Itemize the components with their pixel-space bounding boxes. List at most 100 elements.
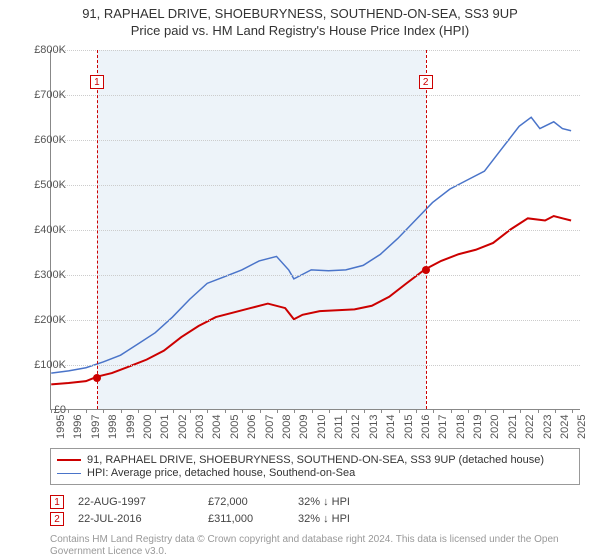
series-line-hpi — [51, 117, 571, 373]
xtick-label: 1998 — [107, 415, 119, 439]
ytick-label: £300K — [34, 269, 66, 281]
legend-swatch — [57, 459, 81, 461]
sale-dot — [422, 266, 430, 274]
xtick-mark — [433, 409, 434, 413]
title-line1: 91, RAPHAEL DRIVE, SHOEBURYNESS, SOUTHEN… — [0, 6, 600, 21]
ytick-label: £200K — [34, 314, 66, 326]
sale-marker-box: 2 — [419, 75, 433, 89]
sales-row-marker: 1 — [50, 495, 64, 509]
xtick-mark — [294, 409, 295, 413]
sales-cell-price: £311,000 — [208, 513, 298, 525]
xtick-label: 1996 — [72, 415, 84, 439]
xtick-mark — [312, 409, 313, 413]
xtick-label: 2010 — [316, 415, 328, 439]
xtick-mark — [68, 409, 69, 413]
xtick-label: 2009 — [298, 415, 310, 439]
sales-cell-diff: 32% ↓ HPI — [298, 513, 388, 525]
xtick-label: 2016 — [420, 415, 432, 439]
xtick-label: 2003 — [194, 415, 206, 439]
xtick-mark — [173, 409, 174, 413]
xtick-label: 2025 — [576, 415, 588, 439]
xtick-mark — [86, 409, 87, 413]
sales-cell-diff: 32% ↓ HPI — [298, 496, 388, 508]
legend-box: 91, RAPHAEL DRIVE, SHOEBURYNESS, SOUTHEN… — [50, 448, 580, 485]
sales-row-marker: 2 — [50, 512, 64, 526]
chart-plot-area: 1995199619971998199920002001200220032004… — [50, 50, 580, 410]
xtick-mark — [399, 409, 400, 413]
xtick-label: 2020 — [489, 415, 501, 439]
xtick-label: 2015 — [403, 415, 415, 439]
gridline-h — [51, 320, 580, 321]
sales-table: 1 22-AUG-1997£72,00032% ↓ HPI 2 22-JUL-2016… — [50, 492, 388, 529]
xtick-label: 2004 — [211, 415, 223, 439]
xtick-label: 2011 — [333, 415, 345, 439]
legend-swatch — [57, 473, 81, 474]
xtick-mark — [155, 409, 156, 413]
xtick-label: 2005 — [229, 415, 241, 439]
xtick-label: 2024 — [559, 415, 571, 439]
ytick-label: £600K — [34, 134, 66, 146]
xtick-label: 2013 — [368, 415, 380, 439]
sale-marker-line — [97, 50, 98, 409]
sale-dot — [93, 374, 101, 382]
footnote-text: Contains HM Land Registry data © Crown c… — [50, 534, 600, 557]
xtick-label: 2012 — [350, 415, 362, 439]
legend-item: HPI: Average price, detached house, Sout… — [57, 467, 573, 479]
xtick-label: 2022 — [524, 415, 536, 439]
xtick-mark — [416, 409, 417, 413]
xtick-mark — [503, 409, 504, 413]
xtick-mark — [468, 409, 469, 413]
xtick-mark — [381, 409, 382, 413]
gridline-h — [51, 140, 580, 141]
xtick-mark — [364, 409, 365, 413]
xtick-label: 2007 — [264, 415, 276, 439]
xtick-label: 2000 — [142, 415, 154, 439]
xtick-label: 2014 — [385, 415, 397, 439]
xtick-mark — [538, 409, 539, 413]
sale-marker-line — [426, 50, 427, 409]
sale-marker-box: 1 — [90, 75, 104, 89]
sales-row: 1 22-AUG-1997£72,00032% ↓ HPI — [50, 495, 388, 509]
xtick-label: 2001 — [159, 415, 171, 439]
xtick-mark — [103, 409, 104, 413]
xtick-mark — [190, 409, 191, 413]
gridline-h — [51, 185, 580, 186]
xtick-mark — [451, 409, 452, 413]
xtick-label: 2008 — [281, 415, 293, 439]
xtick-mark — [346, 409, 347, 413]
gridline-h — [51, 230, 580, 231]
sales-cell-date: 22-JUL-2016 — [78, 513, 208, 525]
xtick-label: 1997 — [90, 415, 102, 439]
xtick-label: 2019 — [472, 415, 484, 439]
xtick-mark — [260, 409, 261, 413]
gridline-h — [51, 275, 580, 276]
xtick-label: 2023 — [542, 415, 554, 439]
legend-label: 91, RAPHAEL DRIVE, SHOEBURYNESS, SOUTHEN… — [87, 454, 544, 466]
xtick-label: 2018 — [455, 415, 467, 439]
xtick-mark — [485, 409, 486, 413]
title-line2: Price paid vs. HM Land Registry's House … — [0, 23, 600, 38]
gridline-h — [51, 50, 580, 51]
xtick-mark — [555, 409, 556, 413]
sales-cell-price: £72,000 — [208, 496, 298, 508]
gridline-h — [51, 365, 580, 366]
ytick-label: £800K — [34, 44, 66, 56]
ytick-label: £700K — [34, 89, 66, 101]
xtick-mark — [207, 409, 208, 413]
xtick-label: 1999 — [125, 415, 137, 439]
xtick-mark — [329, 409, 330, 413]
xtick-mark — [242, 409, 243, 413]
title-block: 91, RAPHAEL DRIVE, SHOEBURYNESS, SOUTHEN… — [0, 0, 600, 40]
legend-item: 91, RAPHAEL DRIVE, SHOEBURYNESS, SOUTHEN… — [57, 454, 573, 466]
xtick-label: 2002 — [177, 415, 189, 439]
ytick-label: £500K — [34, 179, 66, 191]
gridline-h — [51, 95, 580, 96]
chart-container: 91, RAPHAEL DRIVE, SHOEBURYNESS, SOUTHEN… — [0, 0, 600, 560]
sales-row: 2 22-JUL-2016£311,00032% ↓ HPI — [50, 512, 388, 526]
ytick-label: £100K — [34, 359, 66, 371]
ytick-label: £0 — [54, 404, 66, 416]
xtick-label: 1995 — [55, 415, 67, 439]
xtick-mark — [277, 409, 278, 413]
xtick-label: 2006 — [246, 415, 258, 439]
sales-cell-date: 22-AUG-1997 — [78, 496, 208, 508]
